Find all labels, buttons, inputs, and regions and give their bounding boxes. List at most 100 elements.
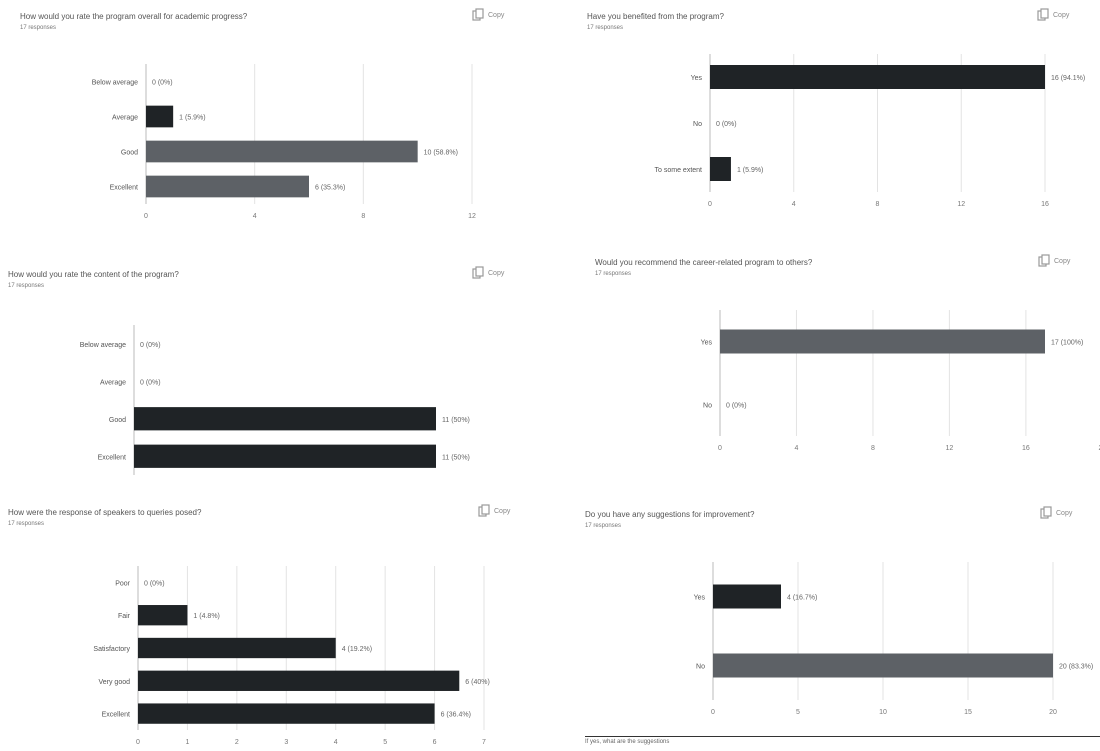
bar	[138, 637, 336, 659]
x-tick-label: 7	[482, 739, 486, 746]
x-tick-label: 3	[284, 739, 288, 746]
value-label: 17 (100%)	[1051, 340, 1083, 347]
bar-chart: 0 4 8 12 Below average 0 (0%) Average 1 (5.9%) G…	[92, 64, 476, 220]
value-label: 0 (0%)	[152, 80, 173, 87]
category-label: Yes	[694, 595, 706, 602]
category-label: Average	[100, 379, 126, 386]
bar	[146, 105, 174, 128]
copy-button[interactable]: Copy	[472, 266, 504, 280]
x-tick-label: 20	[1098, 445, 1100, 452]
question-title: How were the response of speakers to que…	[8, 508, 202, 517]
x-tick-label: 12	[946, 445, 954, 452]
x-tick-label: 8	[871, 445, 875, 452]
x-tick-label: 1	[185, 739, 189, 746]
value-label: 4 (16.7%)	[787, 595, 817, 602]
value-label: 0 (0%)	[726, 403, 747, 410]
copy-icon	[472, 8, 484, 21]
bar	[134, 407, 436, 431]
response-count: 17 responses	[595, 271, 632, 277]
copy-icon	[472, 266, 484, 279]
question-card: Would you recommend the career-related p…	[595, 254, 1100, 498]
value-label: 6 (36.4%)	[441, 712, 471, 719]
copy-button[interactable]: Copy	[1037, 8, 1069, 22]
question-card: Have you benefited from the program? 17 …	[587, 8, 1100, 252]
category-label: Satisfactory	[93, 646, 130, 653]
x-tick-label: 8	[361, 213, 365, 220]
x-tick-label: 5	[383, 739, 387, 746]
copy-button[interactable]: Copy	[472, 8, 504, 22]
copy-button[interactable]: Copy	[478, 504, 510, 518]
copy-label: Copy	[1054, 257, 1071, 265]
copy-button[interactable]: Copy	[1038, 254, 1070, 268]
x-tick-label: 0	[711, 709, 715, 716]
x-tick-label: 4	[253, 213, 257, 220]
bar-chart: 0 1 2 3 4 5 6 7 Poor 0 (0%) Fair 1 (4.8%) Satisfacto…	[93, 566, 490, 746]
value-label: 16 (94.1%)	[1051, 75, 1085, 82]
x-tick-label: 16	[1022, 445, 1030, 452]
x-tick-label: 12	[957, 201, 965, 208]
bar	[134, 444, 436, 468]
response-count: 17 responses	[20, 25, 57, 31]
follow-up-question: If yes, what are the suggestions	[585, 736, 1100, 745]
category-label: No	[703, 403, 712, 410]
question-title: How would you rate the content of the pr…	[8, 270, 179, 279]
question-title: Would you recommend the career-related p…	[595, 258, 813, 267]
question-card: How were the response of speakers to que…	[8, 504, 543, 748]
response-count: 17 responses	[585, 523, 622, 529]
x-tick-label: 20	[1049, 709, 1057, 716]
bar-chart: 0 4 8 12 16 Yes 16 (94.1%) No 0 (0%) To some exte…	[655, 54, 1085, 208]
bar	[146, 175, 309, 198]
question-title: How would you rate the program overall f…	[20, 12, 248, 21]
copy-icon	[1038, 254, 1050, 267]
category-label: To some extent	[655, 167, 703, 174]
response-count: 17 responses	[8, 283, 45, 289]
question-title: Have you benefited from the program?	[587, 12, 724, 21]
x-tick-label: 12	[468, 213, 476, 220]
value-label: 4 (19.2%)	[342, 646, 372, 653]
category-label: Poor	[115, 580, 130, 587]
response-count: 17 responses	[587, 25, 624, 31]
value-label: 1 (4.8%)	[193, 613, 219, 620]
bar	[713, 653, 1053, 678]
category-label: Good	[109, 417, 126, 424]
copy-icon	[1040, 506, 1052, 519]
copy-label: Copy	[494, 507, 511, 515]
value-label: 20 (83.3%)	[1059, 664, 1093, 671]
category-label: Excellent	[98, 454, 126, 461]
bar	[710, 65, 1045, 89]
category-label: Below average	[80, 342, 126, 349]
question-card: Do you have any suggestions for improvem…	[585, 506, 1100, 750]
response-count: 17 responses	[8, 521, 45, 527]
copy-icon	[478, 504, 490, 517]
category-label: Fair	[118, 613, 131, 620]
bar	[713, 584, 781, 609]
x-tick-label: 4	[795, 445, 799, 452]
copy-button[interactable]: Copy	[1040, 506, 1072, 520]
category-label: No	[693, 121, 702, 128]
value-label: 11 (50%)	[442, 454, 470, 461]
x-tick-label: 15	[964, 709, 972, 716]
x-tick-label: 5	[796, 709, 800, 716]
category-label: Excellent	[110, 185, 138, 192]
bar	[138, 605, 188, 626]
copy-label: Copy	[488, 11, 505, 19]
bar	[710, 157, 731, 181]
bar	[146, 140, 418, 163]
x-tick-label: 4	[334, 739, 338, 746]
bar	[138, 670, 460, 691]
question-card: How would you rate the program overall f…	[20, 8, 555, 252]
category-label: Excellent	[102, 712, 130, 719]
value-label: 1 (5.9%)	[737, 167, 763, 174]
x-tick-label: 8	[876, 201, 880, 208]
value-label: 10 (58.8%)	[424, 150, 458, 157]
bar	[720, 329, 1045, 354]
category-label: Yes	[691, 75, 703, 82]
copy-label: Copy	[1053, 11, 1070, 19]
category-label: Yes	[701, 340, 713, 347]
x-tick-label: 0	[708, 201, 712, 208]
copy-label: Copy	[1056, 509, 1073, 517]
value-label: 6 (40%)	[465, 679, 490, 686]
question-title: Do you have any suggestions for improvem…	[585, 510, 755, 519]
x-tick-label: 0	[718, 445, 722, 452]
category-label: Good	[121, 150, 138, 157]
